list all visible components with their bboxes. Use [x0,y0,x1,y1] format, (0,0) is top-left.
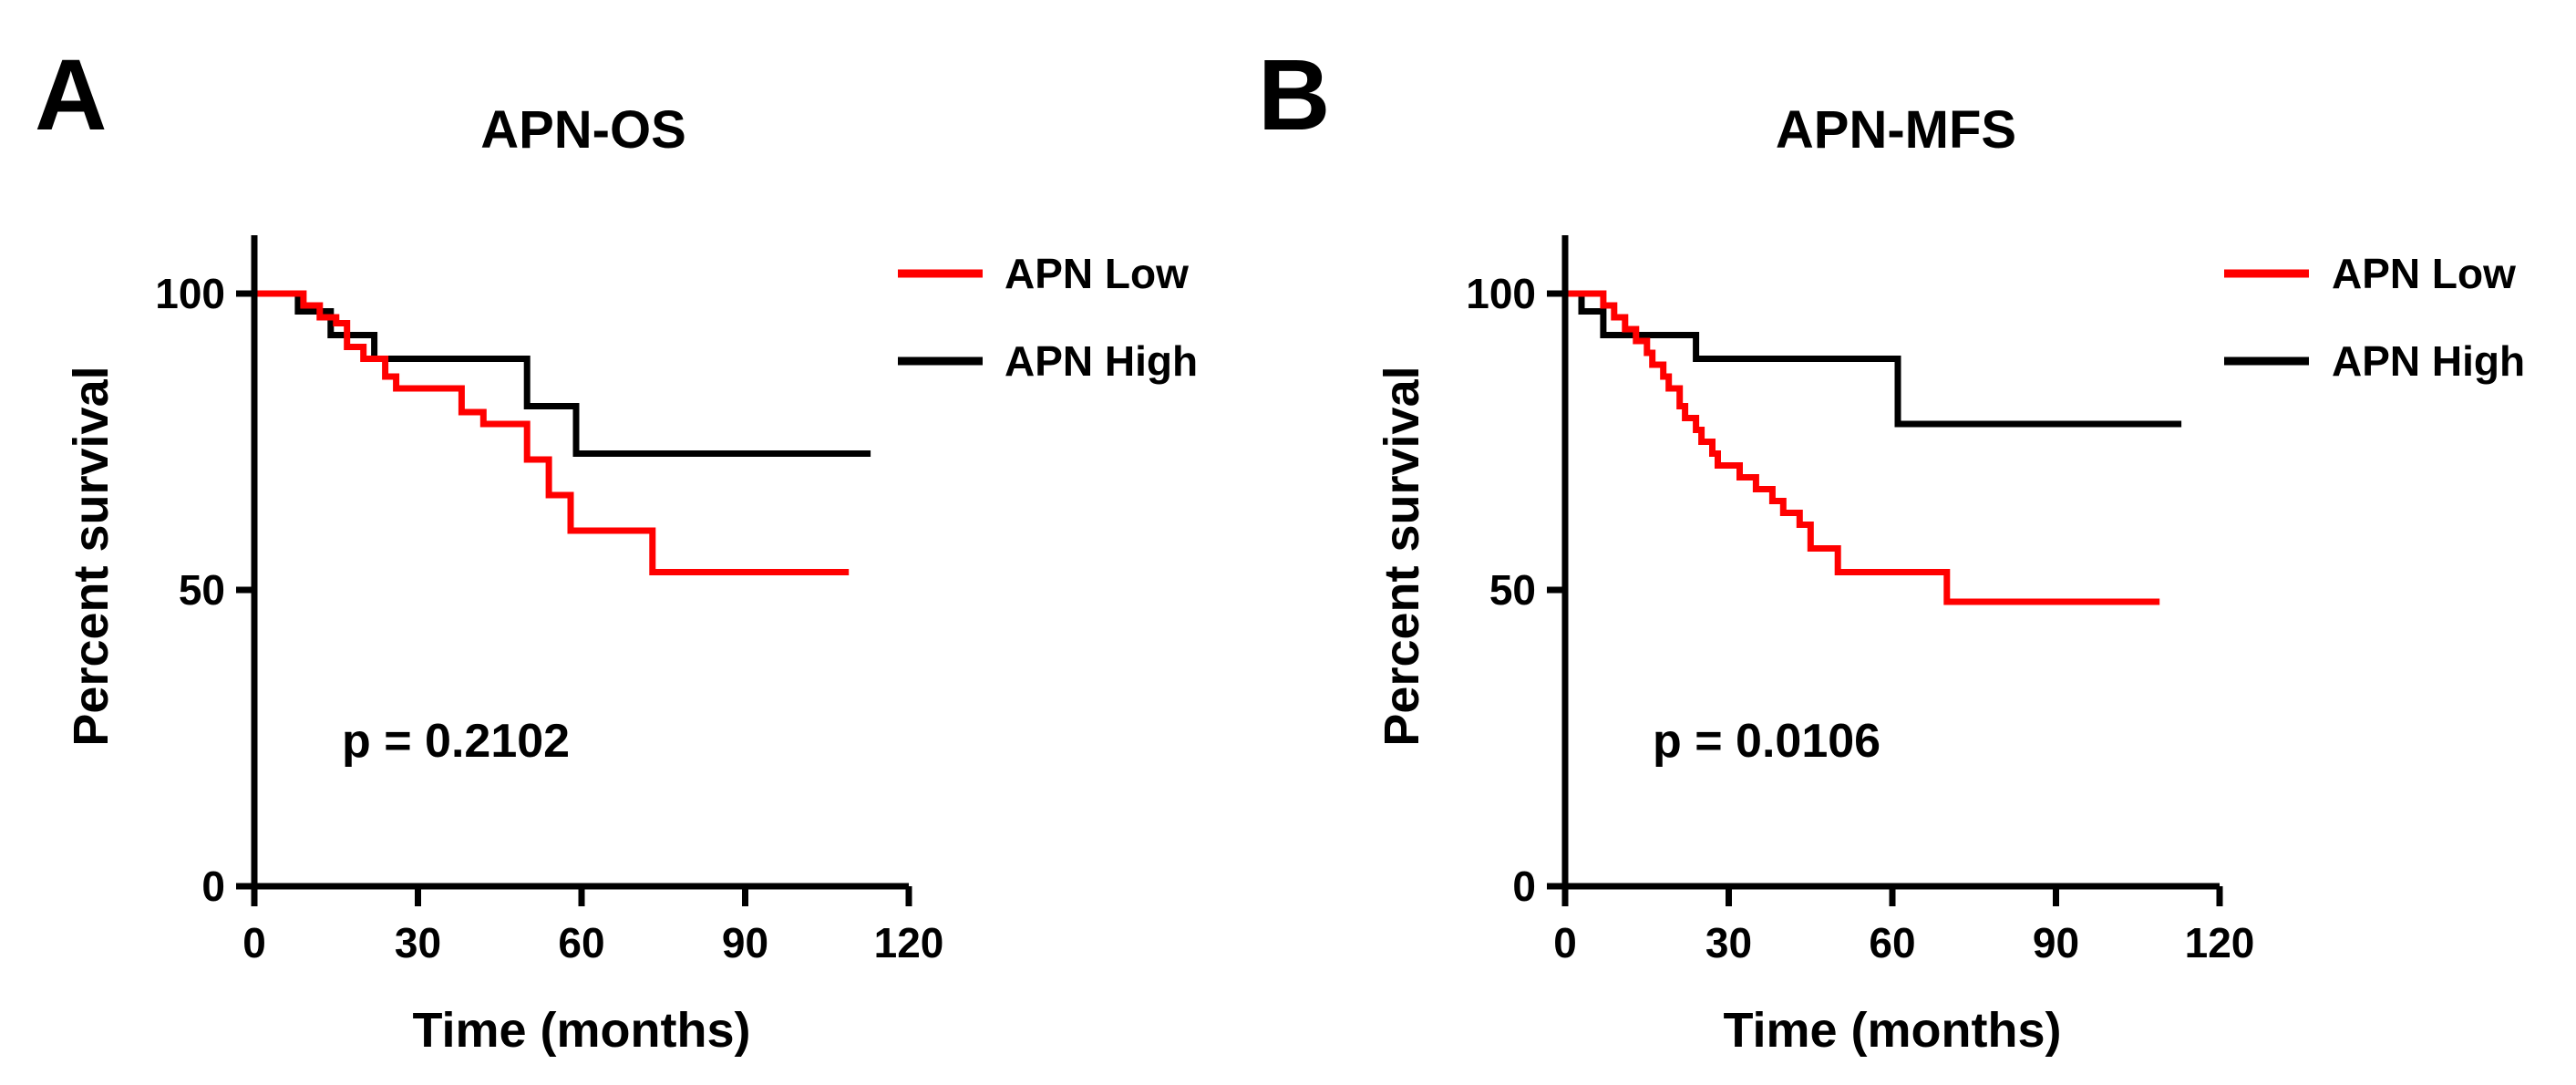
y-axis-label: Percent survival [64,366,118,746]
legend-label-low: APN Low [1005,250,1189,297]
p-value-annotation: p = 0.0106 [1653,715,1880,768]
legend-label-high: APN High [1005,337,1198,385]
panel-b: B APN-MFS 0 30 60 90 120 0 50 100 Percent survi… [1258,39,2525,1058]
ticks: 0 30 60 90 120 0 50 100 [155,270,943,966]
panel-label: B [1258,39,1330,151]
x-axis-label: Time (months) [412,1003,750,1058]
x-axis-label: Time (months) [1723,1003,2061,1058]
panel-label: A [35,39,107,151]
legend: APN Low APN High [2224,250,2525,385]
ticks: 0 30 60 90 120 0 50 100 [1466,270,2254,966]
p-value-annotation: p = 0.2102 [342,715,570,768]
y-tick-label: 100 [155,270,225,317]
plot-area [254,290,871,575]
legend-label-low: APN Low [2332,250,2516,297]
x-tick-label: 0 [1553,919,1577,966]
x-tick-label: 0 [242,919,266,966]
series-line-apn-low [254,290,850,575]
x-tick-label: 60 [558,919,604,966]
y-tick-label: 0 [1512,863,1536,910]
x-tick-label: 120 [874,919,944,966]
x-tick-label: 90 [722,919,768,966]
x-tick-label: 60 [1869,919,1915,966]
series-line-apn-low [1565,290,2160,605]
legend-label-high: APN High [2332,337,2525,385]
plot-area [1565,290,2182,605]
chart-title: APN-MFS [1776,100,2016,160]
y-tick-label: 50 [1489,566,1536,614]
panel-a: A APN-OS 0 30 60 90 120 0 50 100 Percent surviv… [35,39,1198,1058]
legend: APN Low APN High [898,250,1198,385]
y-tick-label: 50 [179,566,225,614]
series-line-apn-high [1565,290,2182,428]
x-tick-label: 90 [2033,919,2079,966]
x-tick-label: 30 [1705,919,1752,966]
x-tick-label: 120 [2185,919,2255,966]
series-line-apn-high [254,290,871,457]
chart-title: APN-OS [480,100,686,160]
x-tick-label: 30 [395,919,441,966]
y-axis-label: Percent survival [1375,366,1429,746]
y-tick-label: 0 [201,863,225,910]
y-tick-label: 100 [1466,270,1536,317]
